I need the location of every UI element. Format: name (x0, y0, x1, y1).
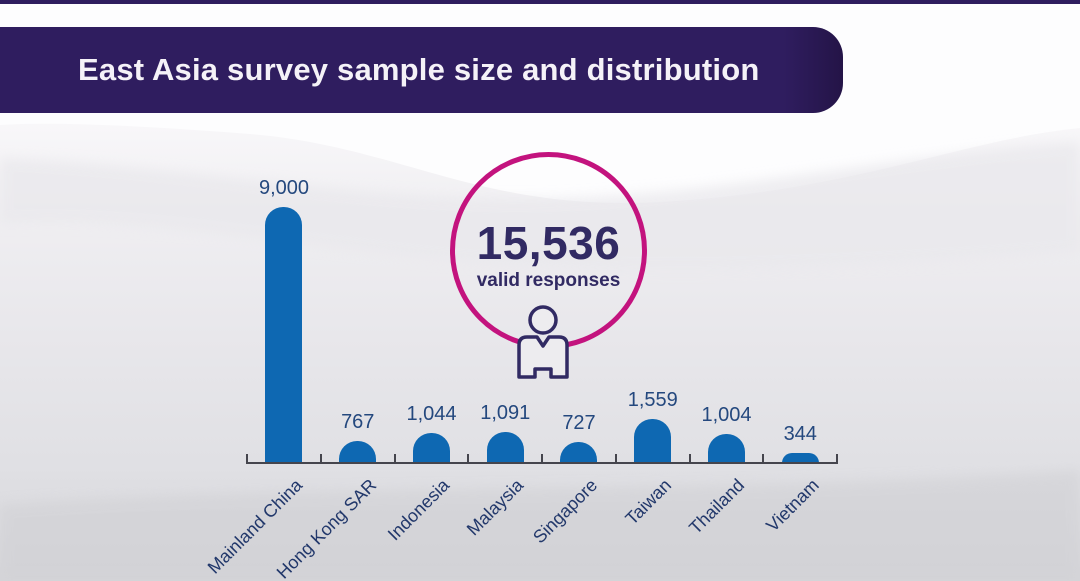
category-cell: Thailand (686, 463, 764, 573)
title-banner: East Asia survey sample size and distrib… (0, 27, 843, 113)
kpi-caption: valid responses (476, 269, 621, 291)
tick-mark (614, 454, 617, 463)
bar (339, 441, 377, 463)
category-cell: Taiwan (616, 463, 690, 573)
tick-mark (836, 454, 838, 463)
wave-bottom-gray (0, 470, 1080, 581)
category-cell: Malaysia (463, 463, 542, 573)
bar (707, 434, 745, 463)
bar-value-label: 1,559 (627, 389, 678, 411)
category-axis: Mainland China Hong Kong SAR Indonesia Mala… (204, 463, 837, 581)
category-cell: Indonesia (384, 463, 469, 573)
kpi-value: 15,536 (476, 216, 621, 269)
category-label: Thailand (685, 475, 749, 538)
category-cell: Hong Kong SAR (272, 463, 395, 581)
bar (486, 432, 524, 463)
top-accent-strip (0, 0, 1080, 4)
tick-mark (762, 454, 765, 463)
plot-area: 9,000 767 1,044 1,091 727 1,559 1,004 344 (247, 177, 837, 463)
category-label: Taiwan (621, 475, 675, 529)
bar (781, 453, 819, 463)
category-label: Indonesia (384, 475, 454, 545)
page-title: East Asia survey sample size and distrib… (78, 52, 760, 87)
x-axis-line (246, 462, 838, 464)
tick-mark (688, 454, 691, 463)
bar-value-label: 9,000 (258, 177, 310, 199)
category-label: Malaysia (463, 475, 528, 540)
bar-value-label: 1,091 (480, 402, 531, 424)
bar-value-label: 1,004 (701, 404, 752, 426)
category-label: Vietnam (761, 475, 823, 536)
tick-mark (246, 454, 248, 463)
tick-mark (467, 454, 470, 463)
bar-value-label: 1,044 (406, 403, 457, 425)
bar (265, 207, 303, 463)
tick-mark (393, 454, 396, 463)
tick-mark (541, 454, 543, 463)
kpi-circle: 15,536 valid responses (450, 152, 647, 349)
tick-mark (319, 454, 322, 463)
bar-value-label: 767 (341, 411, 375, 433)
person-icon (517, 305, 569, 379)
bar-value-label: 344 (783, 423, 817, 445)
bar (560, 442, 598, 463)
category-cell: Vietnam (761, 463, 837, 573)
bar-value-label: 727 (562, 412, 596, 434)
category-cell: Singapore (529, 463, 616, 573)
bar (634, 419, 672, 463)
bar (412, 433, 450, 463)
